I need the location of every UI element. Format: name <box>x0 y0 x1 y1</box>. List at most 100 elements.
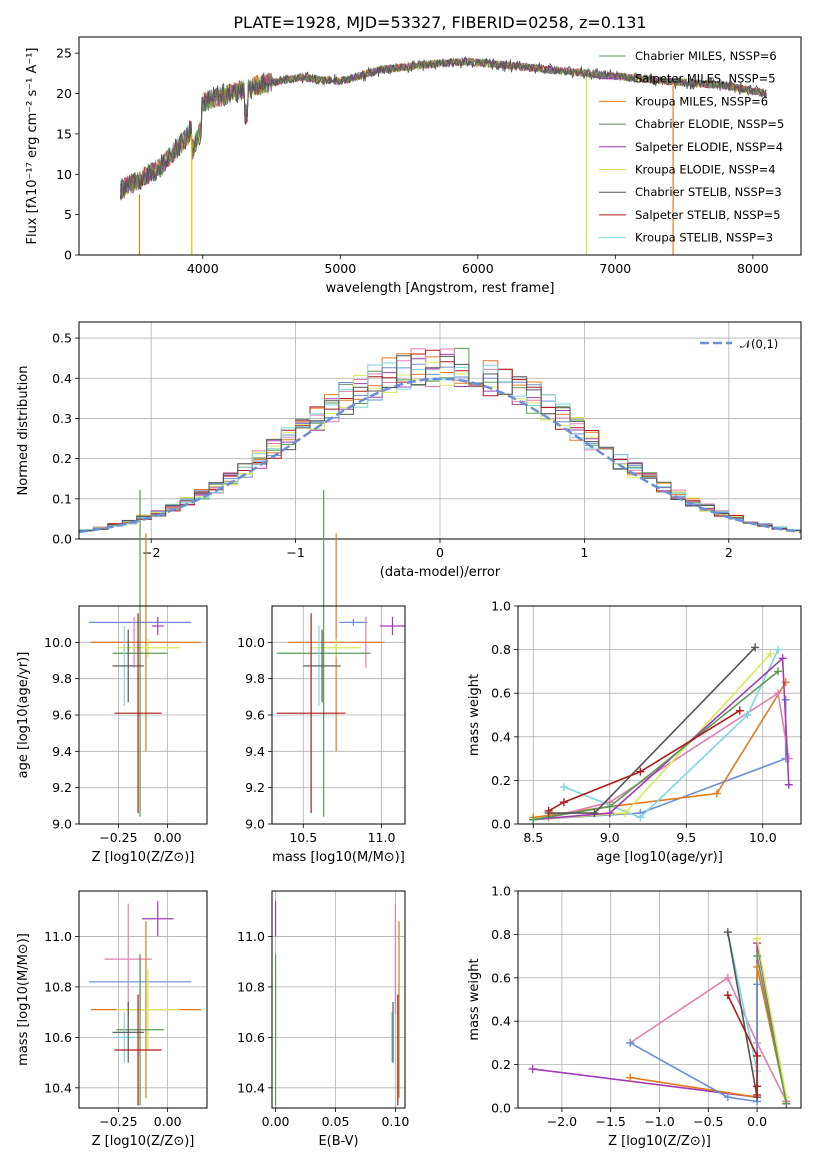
weight-marker <box>753 934 762 943</box>
residuals-ytick-label: 0.3 <box>52 411 72 426</box>
weight-line <box>727 932 758 1098</box>
spectrum-ytick-label: 10 <box>56 167 72 182</box>
residuals-ytick-label: 0.4 <box>52 371 72 386</box>
weight-marker <box>753 980 762 989</box>
weight-vs-age-xtick-label: 10.0 <box>749 830 777 845</box>
weight-marker <box>743 711 752 719</box>
histogram-step <box>79 348 801 532</box>
weight-line <box>548 709 741 812</box>
mass-vs-EBV-ytick-label: 10.6 <box>237 1030 265 1045</box>
weight-vs-age-ytick-label: 0.0 <box>491 817 511 832</box>
spectrum-ytick-label: 0 <box>64 248 72 263</box>
residuals-xtick-label: 0 <box>436 545 444 560</box>
weight-marker <box>621 809 630 818</box>
mass-vs-Z-ylabel: mass [log10(M/M⊙)] <box>16 933 31 1066</box>
weight-marker <box>626 1073 635 1082</box>
weight-vs-age-ytick-label: 0.2 <box>491 773 511 788</box>
spectrum-frame <box>78 36 802 256</box>
age-vs-Z-xtick-label: −0.25 <box>99 830 137 845</box>
mass-vs-Z-ytick-label: 10.8 <box>44 979 72 994</box>
spectrum-ytick-label: 15 <box>56 126 72 141</box>
mass-vs-Z-ytick-label: 11.0 <box>44 929 72 944</box>
spectrum-xtick-label: 4000 <box>187 261 219 276</box>
mass-vs-EBV-frame <box>271 890 406 1109</box>
mass-vs-EBV-xtick-label: 0.10 <box>381 1114 409 1129</box>
spectrum-lines <box>119 56 767 255</box>
weight-vs-age-ytick-label: 0.8 <box>491 642 511 657</box>
age-vs-Z-frame <box>78 605 208 825</box>
weight-vs-age-ytick-label: 0.4 <box>491 729 511 744</box>
weight-vs-Z-ytick-label: 1.0 <box>491 884 511 899</box>
mass-vs-EBV-xtick-label: 0.00 <box>262 1114 290 1129</box>
age-vs-mass-ytick-label: 10.0 <box>237 635 265 650</box>
residuals-xlabel: (data-model)/error <box>380 565 501 580</box>
spectrum-xtick-label: 6000 <box>462 261 494 276</box>
weight-line <box>533 656 790 821</box>
mass-vs-Z-frame <box>78 890 208 1109</box>
weight-line <box>756 938 788 1098</box>
legend-label: Kroupa MILES, NSSP=6 <box>635 94 768 108</box>
weight-marker <box>636 813 645 822</box>
weight-marker <box>559 798 568 807</box>
histogram-step <box>79 361 801 532</box>
age-vs-Z-ytick-label: 9.2 <box>52 780 72 795</box>
weight-marker <box>784 780 793 789</box>
mass-vs-Z-ytick-label: 10.4 <box>44 1080 72 1095</box>
weight-line <box>533 670 779 821</box>
weight-line <box>563 649 779 819</box>
weight-vs-Z-ytick-label: 0.6 <box>491 970 511 985</box>
age-vs-mass-ytick-label: 9.0 <box>245 817 265 832</box>
legend-label: Chabrier ELODIE, NSSP=5 <box>635 117 784 131</box>
weight-marker <box>766 649 775 658</box>
weight-marker <box>774 645 783 654</box>
legend-label: Chabrier MILES, NSSP=6 <box>635 49 777 63</box>
weight-marker <box>753 1051 762 1060</box>
weight-marker <box>735 706 744 715</box>
residuals-xtick-label: 2 <box>725 545 733 560</box>
mass-vs-Z-xlabel: Z [log10(Z/Z⊙)] <box>92 1134 195 1149</box>
legend-label: Kroupa ELODIE, NSSP=4 <box>635 163 776 177</box>
residuals-frame <box>78 321 802 540</box>
weight-vs-Z-ytick-label: 0.4 <box>491 1014 511 1029</box>
weight-vs-Z-ytick-label: 0.8 <box>491 927 511 942</box>
weight-line <box>629 984 758 1103</box>
age-vs-Z-xtick-label: 0.00 <box>154 830 182 845</box>
mass-vs-EBV-ytick-label: 10.8 <box>237 979 265 994</box>
mass-vs-Z-ytick-label: 10.6 <box>44 1030 72 1045</box>
weight-marker <box>784 754 793 763</box>
weight-marker <box>590 809 599 818</box>
spectrum-ytick-label: 20 <box>56 86 72 101</box>
weight-vs-Z-xlabel: Z [log10(Z/Z⊙)] <box>608 1134 711 1149</box>
residuals-xtick-label: −1 <box>286 545 304 560</box>
weight-marker <box>559 782 568 791</box>
weight-vs-Z-xtick-label: −1.5 <box>596 1114 626 1129</box>
weight-marker <box>528 1064 537 1073</box>
weight-marker <box>626 1038 635 1047</box>
age-vs-Z-ytick-label: 9.6 <box>52 708 72 723</box>
weight-marker <box>529 815 538 824</box>
weight-marker <box>751 643 760 652</box>
age-vs-Z-ytick-label: 9.0 <box>52 817 72 832</box>
mass-vs-Z-xtick-label: 0.00 <box>154 1114 182 1129</box>
residuals-xtick-label: 1 <box>580 545 588 560</box>
weight-vs-age-ylabel: mass weight <box>467 674 482 756</box>
age-vs-Z-ylabel: age [log10(age/yr)] <box>16 652 31 779</box>
normal-curve <box>78 377 802 534</box>
age-vs-mass-ytick-label: 9.2 <box>245 780 265 795</box>
weight-vs-age-xlabel: age [log10(age/yr)] <box>596 850 723 865</box>
age-vs-Z-ytick-label: 9.8 <box>52 671 72 686</box>
residuals-ytick-label: 0.2 <box>52 451 72 466</box>
weight-marker <box>753 1090 762 1099</box>
spectrum-ytick-label: 5 <box>64 207 72 222</box>
mass-vs-EBV-ytick-label: 10.4 <box>237 1080 265 1095</box>
weight-marker <box>774 667 783 676</box>
age-vs-mass-xtick-label: 10.5 <box>289 830 317 845</box>
spectrum-ytick-label: 25 <box>56 46 72 61</box>
mass-vs-Z-xtick-label: −0.25 <box>99 1114 137 1129</box>
spectrum-title: PLATE=1928, MJD=53327, FIBERID=0258, z=0… <box>233 13 646 32</box>
age-vs-Z-xlabel: Z [log10(Z/Z⊙)] <box>92 850 195 865</box>
age-vs-Z-ytick-label: 9.4 <box>52 744 72 759</box>
weight-marker <box>723 991 732 1000</box>
weight-vs-Z-xtick-label: −1.0 <box>644 1114 674 1129</box>
histogram-step <box>79 355 801 532</box>
